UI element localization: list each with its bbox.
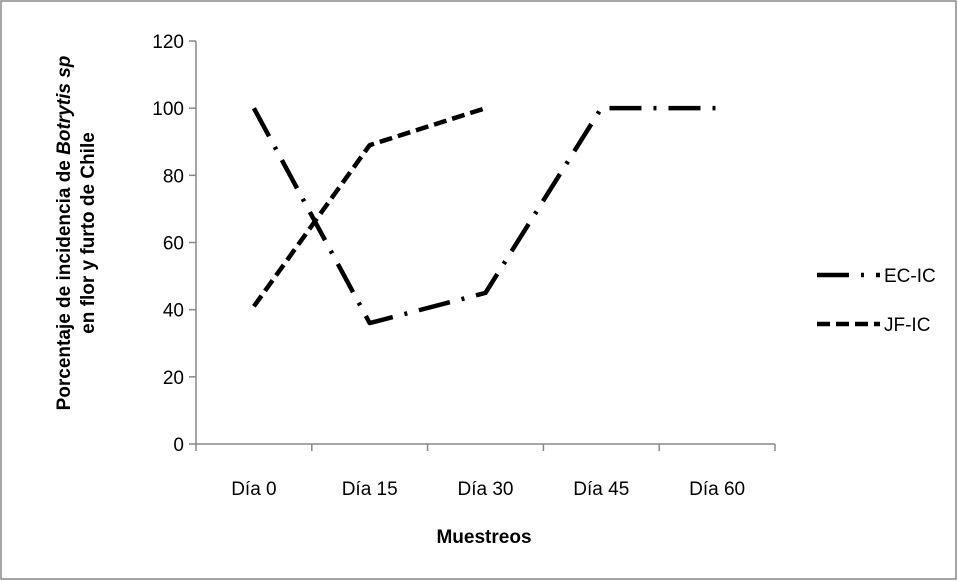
series-layer [251,105,718,326]
y-axis-title-part-1: Botrytis sp [54,56,75,155]
x-tick-label: Día 45 [573,479,629,500]
y-axis-title-line1: Porcentaje de incidencia de Botrytis sp [54,56,75,411]
y-axis-title-part-0: Porcentaje de incidencia de [54,155,75,411]
y-axis: 0 20 40 60 80 100 120 [152,32,197,456]
y-tick-label: 60 [163,234,184,255]
legend-label-jf-ic: JF-IC [884,315,930,336]
y-tick-label: 0 [173,435,184,456]
x-tick-label: Día 60 [689,479,745,500]
y-axis-title-line2: en flor y furto de Chile [78,132,99,334]
x-tick-label: Día 30 [458,479,514,500]
legend: EC-IC JF-IC [817,266,936,336]
legend-label-ec-ic: EC-IC [884,266,936,287]
x-tick-label: Día 0 [231,479,276,500]
y-tick-label: 80 [163,166,184,187]
series-line-jf-ic [252,106,487,308]
x-axis: Día 0 Día 15 Día 30 Día 45 Día 60 [195,443,776,500]
x-axis-title: Muestreos [436,527,531,548]
y-tick-label: 100 [152,99,184,120]
series-line-ec-ic [251,105,718,326]
x-tick-label: Día 15 [342,479,398,500]
y-tick-label: 40 [163,301,184,322]
y-tick-label: 120 [152,32,184,53]
y-tick-label: 20 [163,368,184,389]
